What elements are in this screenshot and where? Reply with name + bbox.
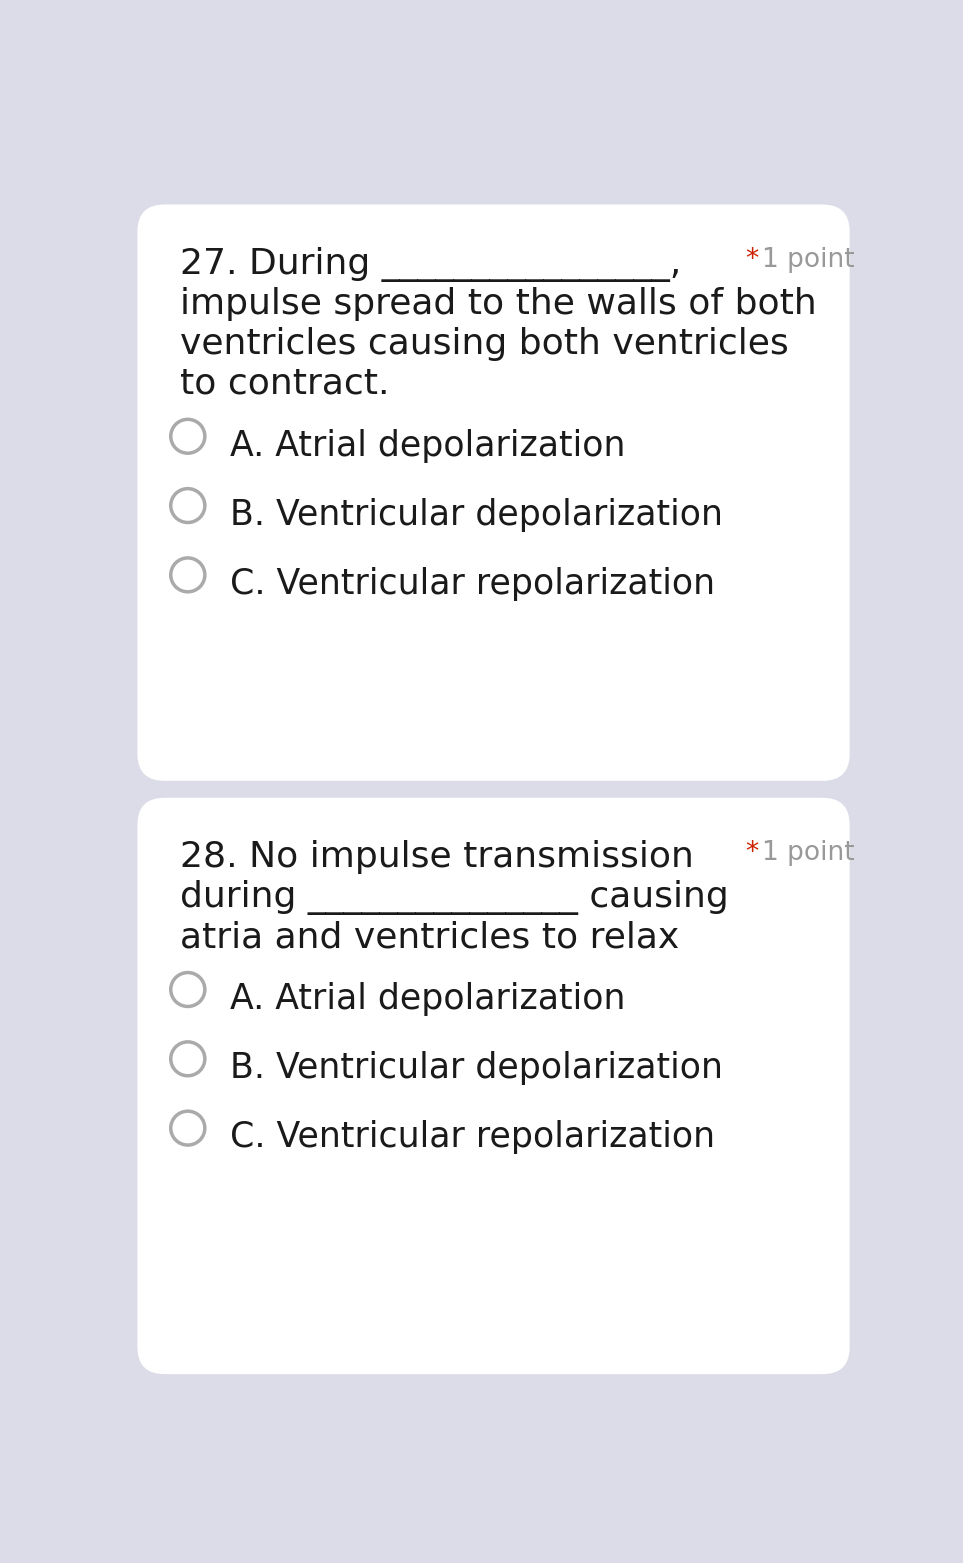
- Text: *: *: [745, 247, 758, 274]
- Text: *: *: [745, 841, 758, 866]
- FancyBboxPatch shape: [138, 797, 849, 1374]
- Text: 28. No impulse transmission: 28. No impulse transmission: [180, 841, 694, 874]
- Text: B. Ventricular depolarization: B. Ventricular depolarization: [230, 499, 723, 531]
- Text: 1 point: 1 point: [762, 841, 855, 866]
- Text: impulse spread to the walls of both: impulse spread to the walls of both: [180, 288, 817, 320]
- Text: C. Ventricular repolarization: C. Ventricular repolarization: [230, 567, 716, 602]
- Text: A. Atrial depolarization: A. Atrial depolarization: [230, 982, 626, 1016]
- Text: ventricles causing both ventricles: ventricles causing both ventricles: [180, 327, 789, 361]
- Text: 1 point: 1 point: [762, 247, 855, 274]
- Text: A. Atrial depolarization: A. Atrial depolarization: [230, 428, 626, 463]
- Text: B. Ventricular depolarization: B. Ventricular depolarization: [230, 1050, 723, 1085]
- FancyBboxPatch shape: [138, 205, 849, 782]
- Text: to contract.: to contract.: [180, 367, 390, 402]
- Text: 27. During ________________,: 27. During ________________,: [180, 247, 681, 281]
- Text: atria and ventricles to relax: atria and ventricles to relax: [180, 921, 679, 955]
- Text: during _______________ causing: during _______________ causing: [180, 880, 729, 916]
- Text: C. Ventricular repolarization: C. Ventricular repolarization: [230, 1121, 716, 1155]
